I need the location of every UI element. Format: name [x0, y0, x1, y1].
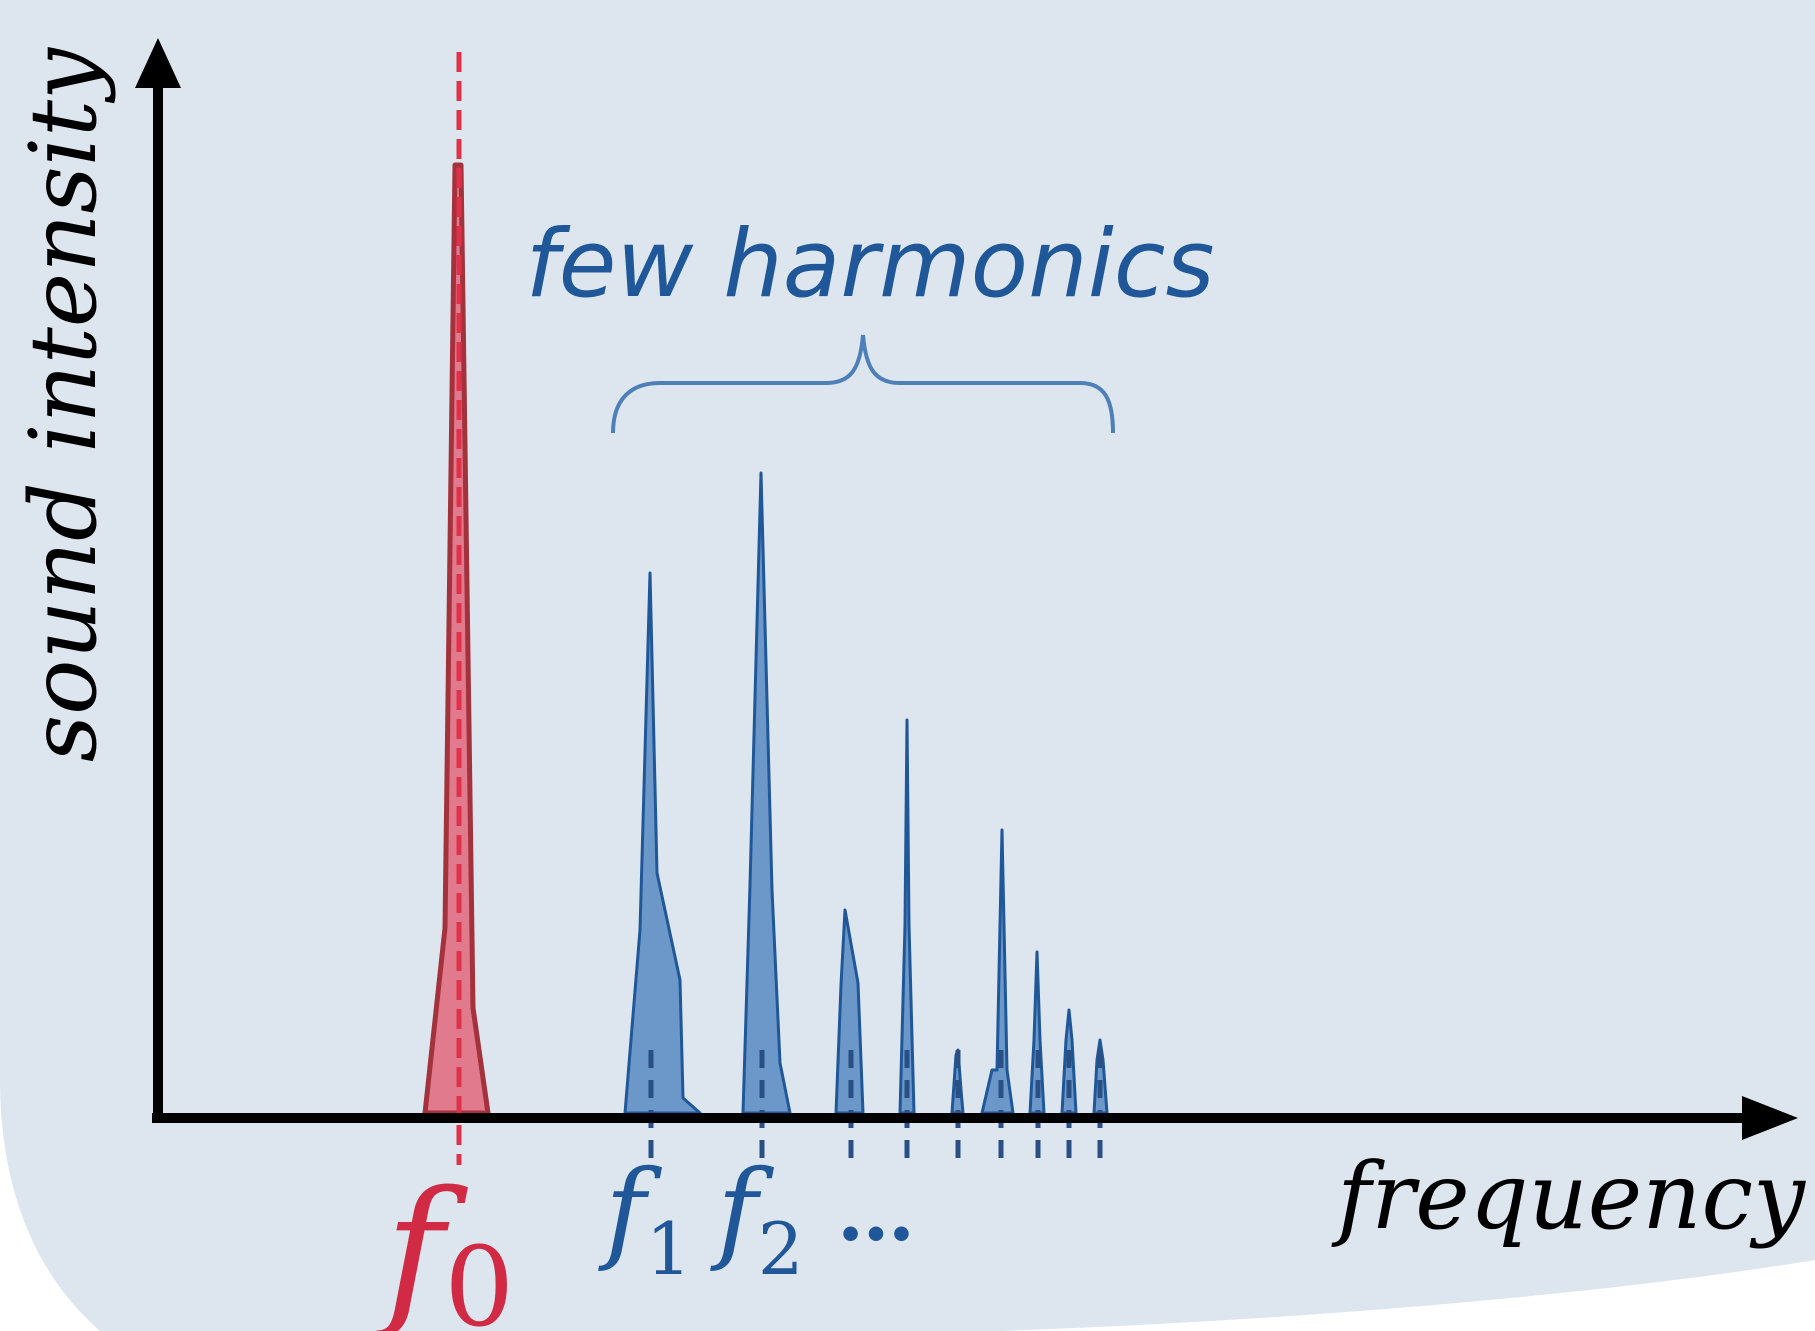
- x-axis-label: frequency: [1331, 1143, 1806, 1250]
- diagram-title: few harmonics: [526, 210, 1215, 319]
- y-axis-label: sound intensity: [10, 47, 117, 762]
- axes: [135, 38, 1798, 1140]
- y-axis-arrowhead: [135, 38, 181, 88]
- harmonic-ellipsis: …: [837, 1168, 915, 1259]
- harmonic-1-subscript: 1: [646, 1207, 692, 1291]
- harmonic-2-subscript: 2: [758, 1207, 804, 1291]
- fundamental-subscript: 0: [444, 1223, 514, 1331]
- harmonics-brace: [611, 334, 1115, 434]
- harmonic-ticks: [648, 1050, 1103, 1165]
- x-axis-arrowhead: [1742, 1096, 1798, 1140]
- harmonic-peak-1: [623, 571, 702, 1115]
